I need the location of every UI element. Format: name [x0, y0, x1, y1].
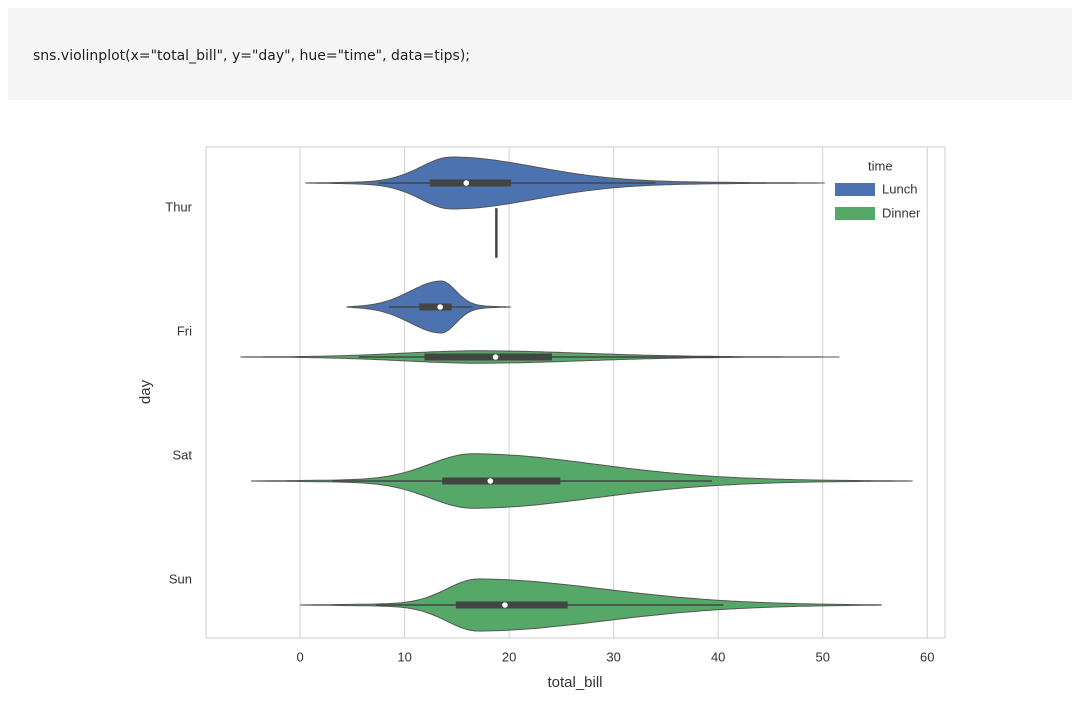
- code-block: sns.violinplot(x="total_bill", y="day", …: [8, 8, 1072, 100]
- legend-title: time: [868, 158, 893, 173]
- box: [442, 477, 561, 485]
- median: [487, 478, 494, 484]
- legend-label: Dinner: [882, 205, 921, 220]
- legend-label: Lunch: [882, 181, 917, 196]
- y-tick-label: Thur: [165, 199, 192, 214]
- y-tick-label: Sun: [169, 571, 192, 586]
- x-axis-label: total_bill: [547, 674, 602, 691]
- code-text: sns.violinplot(x="total_bill", y="day", …: [33, 48, 471, 64]
- x-tick-label: 60: [920, 649, 934, 664]
- median: [463, 180, 470, 186]
- plot-frame: [205, 146, 946, 639]
- box: [429, 179, 512, 187]
- y-axis-label: day: [137, 379, 154, 404]
- median: [502, 602, 508, 608]
- box: [424, 353, 552, 361]
- legend-swatch: [835, 207, 875, 220]
- box: [455, 601, 568, 609]
- x-tick-label: 40: [711, 649, 725, 664]
- x-tick-label: 30: [606, 649, 620, 664]
- x-tick-label: 50: [815, 649, 829, 664]
- y-tick-label: Sat: [172, 447, 192, 462]
- median: [437, 304, 443, 310]
- x-tick-label: 0: [296, 649, 303, 664]
- median: [492, 354, 499, 360]
- x-tick-label: 10: [397, 649, 411, 664]
- y-tick-label: Fri: [177, 323, 192, 338]
- box: [419, 303, 452, 311]
- x-tick-label: 20: [502, 649, 516, 664]
- legend-swatch: [835, 183, 875, 196]
